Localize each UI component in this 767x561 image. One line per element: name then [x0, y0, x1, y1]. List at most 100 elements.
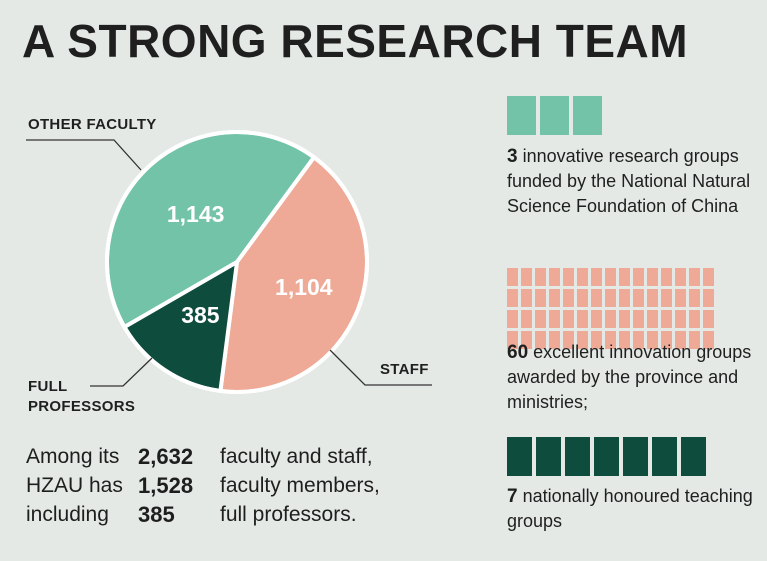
- group-block: [619, 331, 630, 349]
- group-block: [652, 437, 677, 476]
- group-block: [563, 289, 574, 307]
- leader-line-other-faculty: [26, 139, 142, 171]
- summary-number: 1,528: [138, 473, 194, 498]
- group-block: [605, 331, 616, 349]
- group-block: [619, 289, 630, 307]
- stat-number: 3: [507, 146, 518, 167]
- group-block: [573, 96, 602, 135]
- group-block: [535, 331, 546, 349]
- stat-number: 60: [507, 342, 529, 363]
- nsfc-groups-blocks: [507, 96, 602, 138]
- group-block: [623, 437, 648, 476]
- group-block: [591, 331, 602, 349]
- group-block: [507, 96, 536, 135]
- group-block: [647, 289, 658, 307]
- stat-teaching-groups: 7 nationally honoured teaching groups: [507, 484, 757, 534]
- summary-text: Among its 2,632 faculty and staff, HZAU …: [26, 442, 380, 529]
- group-block: [675, 289, 686, 307]
- summary-number: 385: [138, 502, 175, 527]
- stat-text: innovative research groups funded by the…: [507, 146, 751, 216]
- label-other-faculty: OTHER FACULTY: [28, 116, 157, 133]
- group-block: [535, 289, 546, 307]
- pie-value-label: 1,143: [167, 201, 225, 227]
- group-block: [507, 437, 532, 476]
- group-block: [661, 331, 672, 349]
- group-block: [647, 310, 658, 328]
- group-block: [703, 268, 714, 286]
- group-block: [591, 310, 602, 328]
- group-block: [577, 310, 588, 328]
- leader-line-full-professors: [90, 357, 153, 387]
- stat-nsfc-groups: 3 innovative research groups funded by t…: [507, 144, 757, 219]
- group-block: [536, 437, 561, 476]
- group-block: [563, 268, 574, 286]
- group-block: [689, 289, 700, 307]
- group-block: [549, 331, 560, 349]
- stat-number: 7: [507, 486, 518, 507]
- summary-row: Among its 2,632 faculty and staff,: [26, 442, 380, 471]
- group-block: [577, 268, 588, 286]
- group-block: [703, 289, 714, 307]
- group-block: [563, 310, 574, 328]
- innovation-groups-blocks: [507, 268, 714, 352]
- pie-outline: [105, 130, 369, 394]
- group-block: [703, 310, 714, 328]
- block-row: [507, 289, 714, 307]
- group-block: [563, 331, 574, 349]
- group-block: [549, 289, 560, 307]
- group-block: [521, 289, 532, 307]
- pie-value-label: 385: [181, 302, 220, 328]
- block-row: [507, 331, 714, 349]
- group-block: [577, 289, 588, 307]
- pie-value-label: 1,104: [275, 274, 333, 300]
- group-block: [507, 310, 518, 328]
- summary-tail: faculty members,: [220, 474, 380, 497]
- group-block: [619, 310, 630, 328]
- block-row: [507, 268, 714, 286]
- group-block: [675, 331, 686, 349]
- group-block: [540, 96, 569, 135]
- group-block: [661, 268, 672, 286]
- stat-text: nationally honoured teaching groups: [507, 486, 753, 531]
- group-block: [507, 289, 518, 307]
- pie-chart: 1,143 1,104 385: [26, 130, 432, 394]
- stat-text: excellent innovation groups awarded by t…: [507, 342, 752, 412]
- summary-tail: faculty and staff,: [220, 445, 373, 468]
- group-block: [591, 289, 602, 307]
- summary-number: 2,632: [138, 444, 194, 469]
- summary-lead: including: [26, 503, 109, 526]
- group-block: [675, 310, 686, 328]
- group-block: [675, 268, 686, 286]
- group-block: [577, 331, 588, 349]
- group-block: [535, 268, 546, 286]
- group-block: [605, 310, 616, 328]
- group-block: [521, 331, 532, 349]
- group-block: [689, 268, 700, 286]
- group-block: [619, 268, 630, 286]
- group-block: [605, 289, 616, 307]
- group-block: [549, 268, 560, 286]
- group-block: [661, 310, 672, 328]
- group-block: [689, 310, 700, 328]
- group-block: [565, 437, 590, 476]
- summary-row: including 385 full professors.: [26, 500, 380, 529]
- leader-line-staff: [329, 349, 432, 386]
- group-block: [681, 437, 706, 476]
- summary-tail: full professors.: [220, 503, 357, 526]
- summary-lead: Among its: [26, 445, 120, 468]
- block-row: [507, 437, 706, 476]
- summary-row: HZAU has 1,528 faculty members,: [26, 471, 380, 500]
- group-block: [633, 331, 644, 349]
- group-block: [591, 268, 602, 286]
- label-full-professors: FULL PROFESSORS: [28, 377, 168, 417]
- group-block: [647, 331, 658, 349]
- stat-innovation-groups: 60 excellent innovation groups awarded b…: [507, 340, 757, 415]
- group-block: [521, 268, 532, 286]
- label-full-professors-text: FULL PROFESSORS: [28, 378, 136, 415]
- group-block: [647, 268, 658, 286]
- group-block: [605, 268, 616, 286]
- group-block: [703, 331, 714, 349]
- group-block: [535, 310, 546, 328]
- group-block: [633, 310, 644, 328]
- group-block: [689, 331, 700, 349]
